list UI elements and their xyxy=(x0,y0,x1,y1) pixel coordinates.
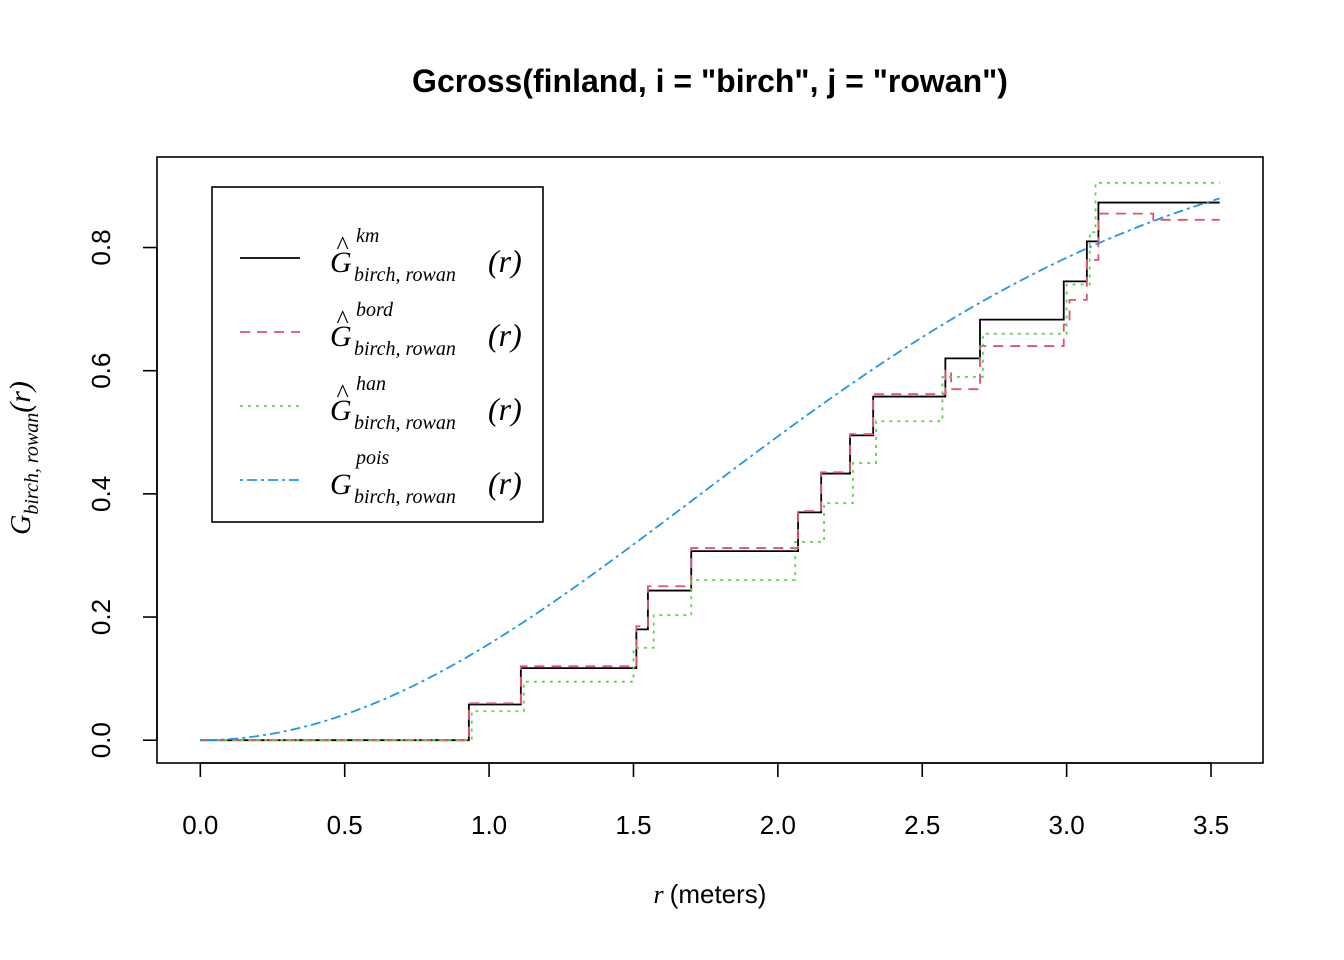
y-tick-label: 0.8 xyxy=(86,229,116,265)
x-tick-label: 2.0 xyxy=(760,810,796,840)
series-line-han xyxy=(200,181,1220,742)
legend-label-han: G^ han birch, rowan (r) xyxy=(330,373,522,434)
y-axis: 0.0 0.2 0.4 0.6 0.8 xyxy=(86,229,158,758)
svg-text:Gbirch, rowan(r): Gbirch, rowan(r) xyxy=(4,381,43,535)
y-tick-label: 0.2 xyxy=(86,599,116,635)
y-tick-label: 0.0 xyxy=(86,722,116,758)
legend-box xyxy=(211,186,544,523)
x-tick-label: 1.0 xyxy=(471,810,507,840)
x-axis-label-var: r xyxy=(654,880,665,909)
legend-label-hat: ^ xyxy=(336,231,349,260)
legend-label-arg: (r) xyxy=(488,243,522,279)
x-tick-label: 3.5 xyxy=(1193,810,1229,840)
legend-label-sub: birch, rowan xyxy=(354,412,456,434)
legend-label-km: G^ km birch, rowan (r) xyxy=(330,225,522,286)
legend-label-base: G xyxy=(330,320,352,353)
x-tick-label: 2.5 xyxy=(904,810,940,840)
legend-label-sub: birch, rowan xyxy=(354,338,456,360)
y-axis-label-base: G xyxy=(6,515,37,535)
chart-title: Gcross(finland, i = "birch", j = "rowan"… xyxy=(412,63,1008,99)
legend-label-sup: km xyxy=(356,225,379,247)
series-line-pois xyxy=(200,197,1220,742)
x-axis: 0.0 0.5 1.0 1.5 2.0 2.5 3.0 3.5 xyxy=(182,762,1229,840)
legend-label-sub: birch, rowan xyxy=(354,486,456,508)
legend-label-arg: (r) xyxy=(488,317,522,353)
series-line-km xyxy=(200,201,1220,742)
y-tick-label: 0.4 xyxy=(86,476,116,512)
y-tick-label: 0.6 xyxy=(86,353,116,389)
x-tick-label: 1.5 xyxy=(615,810,651,840)
legend-label-hat: ^ xyxy=(336,305,349,334)
legend-label-bord: G^ bord birch, rowan (r) xyxy=(330,299,522,360)
legend-label-base: G xyxy=(330,468,352,501)
legend-label-sup: han xyxy=(356,373,386,395)
legend-label-base: G xyxy=(330,394,352,427)
series-group xyxy=(200,181,1220,742)
legend-label-sub: birch, rowan xyxy=(354,264,456,286)
legend-label-arg: (r) xyxy=(488,465,522,501)
y-axis-label: Gbirch, rowan(r) xyxy=(4,381,43,535)
x-tick-label: 0.5 xyxy=(327,810,363,840)
y-axis-label-arg: (r) xyxy=(4,381,37,413)
x-axis-label-unit: (meters) xyxy=(670,879,767,909)
x-tick-label: 3.0 xyxy=(1049,810,1085,840)
x-axis-label: r (meters) xyxy=(654,879,767,909)
legend-label-hat: ^ xyxy=(336,379,349,408)
legend-label-sup: pois xyxy=(354,447,390,469)
legend-label-base: G xyxy=(330,246,352,279)
legend-label-arg: (r) xyxy=(488,391,522,427)
x-tick-label: 0.0 xyxy=(182,810,218,840)
legend-label-sup: bord xyxy=(356,299,394,321)
y-axis-label-sub: birch, rowan xyxy=(21,413,43,515)
